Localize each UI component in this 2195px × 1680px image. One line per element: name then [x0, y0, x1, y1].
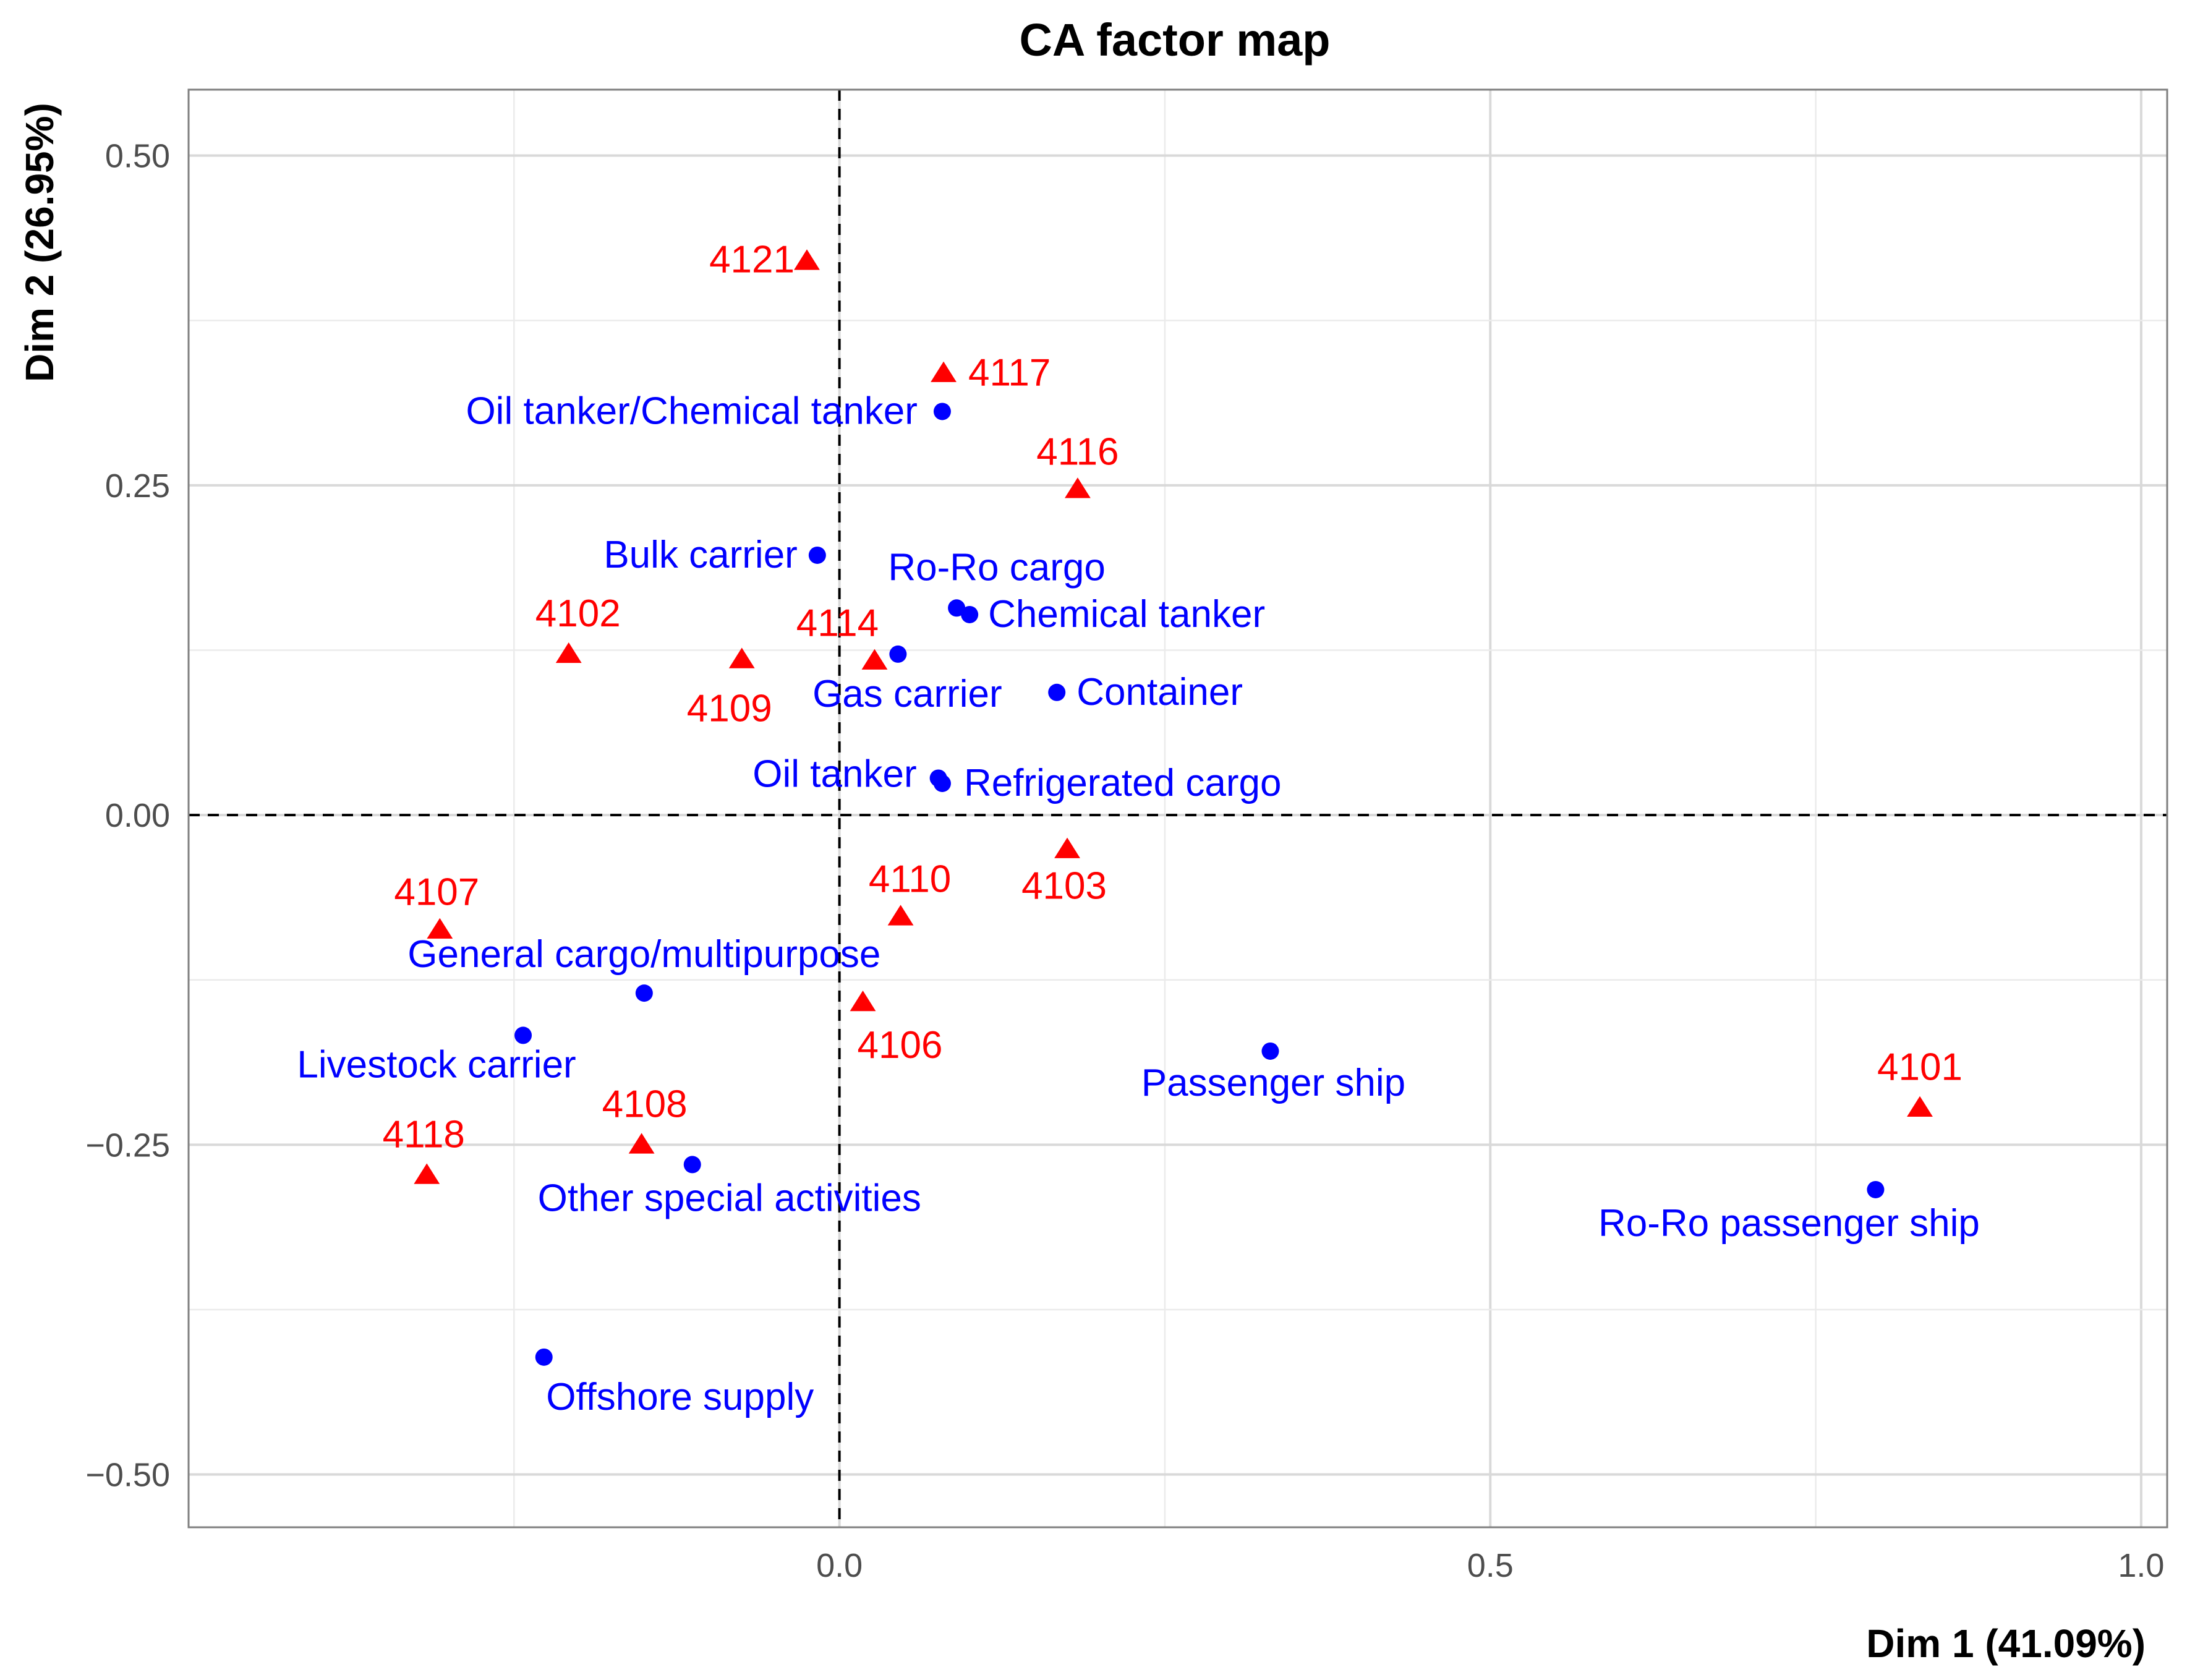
triangle-marker-4109 — [728, 647, 755, 668]
point-label-4106: 4106 — [858, 1024, 943, 1067]
plot-panel-border — [187, 88, 2168, 1529]
point-label-4101: 4101 — [1877, 1046, 1963, 1089]
triangle-marker-4117 — [931, 361, 957, 382]
y-tick-label: 0.00 — [105, 797, 170, 834]
point-label-4107: 4107 — [394, 871, 479, 914]
y-tick-label: 0.50 — [105, 138, 170, 175]
triangle-marker-4101 — [1907, 1096, 1933, 1117]
circle-marker-general-cargo-multipurpose — [635, 984, 653, 1002]
triangle-marker-4121 — [794, 249, 820, 270]
y-tick-label: −0.50 — [85, 1457, 170, 1494]
circle-marker-gas-carrier — [889, 645, 907, 663]
data-points — [414, 249, 1933, 1366]
circle-marker-oil-tanker-chemical-tanker — [933, 403, 951, 420]
point-label-4103: 4103 — [1021, 865, 1107, 908]
point-label-4118: 4118 — [383, 1113, 465, 1156]
point-label-ro-ro-cargo: Ro-Ro cargo — [888, 546, 1105, 589]
x-axis-title: Dim 1 (41.09%) — [1866, 1621, 2146, 1666]
chart-title: CA factor map — [1019, 14, 1330, 66]
point-label-ro-ro-passenger-ship: Ro-Ro passenger ship — [1598, 1202, 1980, 1245]
y-tick-label: −0.25 — [85, 1127, 170, 1164]
circle-marker-other-special-activities — [683, 1156, 701, 1174]
triangle-marker-4116 — [1064, 477, 1091, 498]
point-label-4116: 4116 — [1036, 430, 1119, 473]
point-label-passenger-ship: Passenger ship — [1141, 1062, 1405, 1104]
point-label-oil-tanker-chemical-tanker: Oil tanker/Chemical tanker — [466, 390, 918, 432]
point-label-container: Container — [1076, 671, 1243, 714]
triangle-marker-4118 — [414, 1163, 440, 1184]
point-label-4117: 4117 — [968, 352, 1051, 394]
x-tick-label: 0.0 — [816, 1547, 863, 1584]
triangle-marker-4110 — [887, 905, 914, 926]
circle-marker-livestock-carrier — [514, 1026, 532, 1044]
circle-marker-offshore-supply — [535, 1348, 553, 1366]
point-label-refrigerated-cargo: Refrigerated cargo — [964, 762, 1281, 804]
point-label-4109: 4109 — [687, 687, 772, 730]
circle-marker-ro-ro-cargo — [948, 599, 966, 617]
point-label-chemical-tanker: Chemical tanker — [988, 593, 1265, 636]
circle-marker-container — [1048, 683, 1066, 701]
y-tick-label: 0.25 — [105, 467, 170, 505]
circle-marker-refrigerated-cargo — [933, 774, 951, 792]
axis-tick-labels: 0.0 0.5 1.0 −0.50 −0.25 0.00 0.25 0.50 — [85, 138, 2164, 1584]
circle-marker-passenger-ship — [1261, 1042, 1279, 1060]
circle-marker-chemical-tanker — [961, 605, 979, 623]
point-label-livestock-carrier: Livestock carrier — [297, 1043, 576, 1086]
point-label-4102: 4102 — [535, 592, 621, 635]
triangle-marker-4107 — [427, 918, 453, 939]
x-tick-label: 0.5 — [1467, 1547, 1514, 1584]
circle-marker-ro-ro-passenger-ship — [1867, 1180, 1885, 1198]
point-labels: 4121 4117 4116 4102 4109 4114 4103 4110 4107 4106… — [297, 238, 1979, 1418]
triangle-marker-4114 — [861, 649, 888, 670]
y-axis-title: Dim 2 (26.95%) — [17, 103, 62, 382]
triangle-marker-4106 — [850, 991, 876, 1012]
point-label-4121: 4121 — [709, 238, 795, 281]
point-label-offshore-supply: Offshore supply — [546, 1376, 814, 1418]
origin-reference-lines — [189, 90, 2167, 1527]
point-label-other-special-activities: Other special activities — [538, 1177, 921, 1219]
triangle-marker-4108 — [628, 1133, 655, 1154]
point-label-4114: 4114 — [796, 602, 879, 645]
point-label-general-cargo-multipurpose: General cargo/multipurpose — [407, 933, 880, 976]
point-label-bulk-carrier: Bulk carrier — [603, 534, 798, 576]
x-tick-label: 1.0 — [2118, 1547, 2164, 1584]
triangle-marker-4102 — [555, 642, 582, 663]
point-label-4110: 4110 — [869, 858, 951, 900]
circle-marker-bulk-carrier — [808, 546, 826, 564]
point-label-gas-carrier: Gas carrier — [812, 673, 1002, 715]
triangle-marker-4103 — [1054, 837, 1080, 858]
point-label-oil-tanker: Oil tanker — [752, 753, 916, 795]
point-label-4108: 4108 — [602, 1083, 688, 1125]
